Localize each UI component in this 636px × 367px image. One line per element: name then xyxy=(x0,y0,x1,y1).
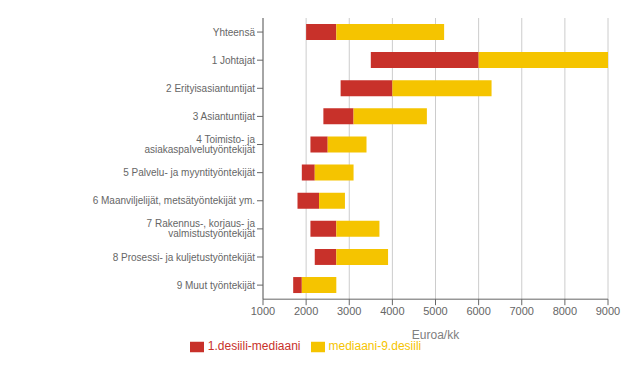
svg-text:8 Prosessi- ja kuljetustyöntek: 8 Prosessi- ja kuljetustyöntekijät xyxy=(113,252,256,263)
svg-text:6 Maanviljelijät, metsätyöntek: 6 Maanviljelijät, metsätyöntekijät ym. xyxy=(93,195,255,206)
svg-text:Yhteensä: Yhteensä xyxy=(213,27,256,38)
svg-text:7000: 7000 xyxy=(510,305,534,317)
html-text:1.desiili-mediaani: 1.desiili-mediaani xyxy=(207,339,301,354)
svg-text:Euroa/kk: Euroa/kk xyxy=(412,328,460,342)
html-text:mediaani-9.desiili: mediaani-9.desiili xyxy=(328,339,422,354)
svg-text:9 Muut työntekijät: 9 Muut työntekijät xyxy=(177,280,256,291)
svg-text:3000: 3000 xyxy=(337,305,361,317)
svg-text:4 Toimisto- jaasiakaspalveluty: 4 Toimisto- jaasiakaspalvelutyöntekijät xyxy=(144,134,255,155)
svg-text:3 Asiantuntijat: 3 Asiantuntijat xyxy=(193,111,255,122)
svg-text:2 Erityisasiantuntijat: 2 Erityisasiantuntijat xyxy=(166,83,255,94)
svg-text:1 Johtajat: 1 Johtajat xyxy=(212,55,256,66)
svg-text:7 Rakennus-, korjaus- javalmis: 7 Rakennus-, korjaus- javalmistustyöntek… xyxy=(147,218,256,239)
svg-text:9000: 9000 xyxy=(596,305,620,317)
svg-text:5 Palvelu- ja myyntityöntekijä: 5 Palvelu- ja myyntityöntekijät xyxy=(123,167,255,178)
svg-text:5000: 5000 xyxy=(423,305,447,317)
svg-text:2000: 2000 xyxy=(294,305,318,317)
svg-text:1000: 1000 xyxy=(251,305,275,317)
svg-text:4000: 4000 xyxy=(380,305,404,317)
svg-text:8000: 8000 xyxy=(553,305,577,317)
svg-text:6000: 6000 xyxy=(466,305,490,317)
